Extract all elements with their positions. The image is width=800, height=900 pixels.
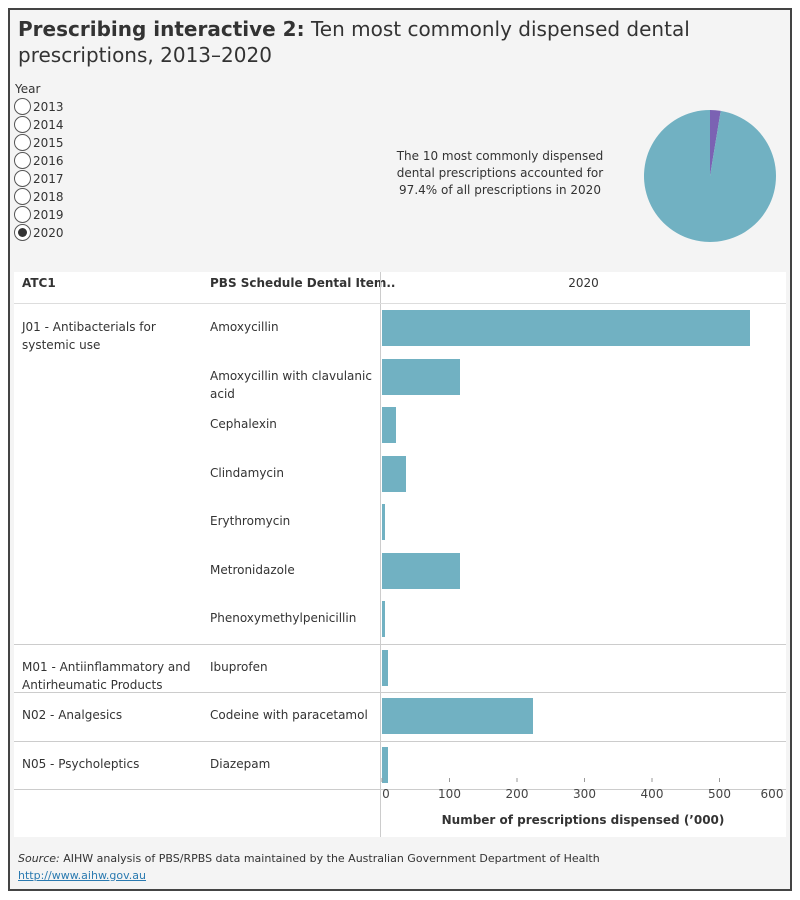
title-bold: Prescribing interactive 2: xyxy=(18,17,305,41)
bar-phenoxymethylpenicillin[interactable] xyxy=(382,601,385,637)
atc-group-label: M01 - Antiinflammatory and Antirheumatic… xyxy=(22,659,191,692)
x-tick-label: 600 xyxy=(761,787,784,801)
x-tick-label: 300 xyxy=(573,787,596,801)
year-radio-2014[interactable]: 2014 xyxy=(14,116,64,133)
year-filter-label: Year xyxy=(15,82,41,96)
pie-slice[interactable] xyxy=(710,110,721,176)
bar-amoxycillin[interactable] xyxy=(382,310,750,346)
item-label: Amoxycillin xyxy=(210,320,279,334)
bar-metronidazole[interactable] xyxy=(382,552,461,589)
x-axis: 0 100 200 300 400 500 600 Number of prescriptio… xyxy=(381,778,784,827)
atc-group-label: N02 - Analgesics xyxy=(22,708,123,722)
group-divider xyxy=(14,692,786,693)
atc-group-label: J01 - Antibacterials for systemic use xyxy=(22,320,156,352)
bar-amoxycillin-with-clavulanic-acid[interactable] xyxy=(382,358,461,395)
bar-clindamycin[interactable] xyxy=(382,455,407,492)
item-label: Clindamycin xyxy=(210,465,284,480)
year-label: 2013 xyxy=(33,99,64,114)
year-label: 2018 xyxy=(33,189,64,204)
page-title: Prescribing interactive 2: Ten most comm… xyxy=(18,16,778,68)
year-radio-2020[interactable]: 2020 xyxy=(14,224,64,241)
divider xyxy=(380,272,381,837)
year-radio-2018[interactable]: 2018 xyxy=(14,188,64,205)
atc-group-label: N05 - Psycholeptics xyxy=(22,756,140,771)
radio-button[interactable] xyxy=(14,116,31,133)
item-label: Codeine with paracetamol xyxy=(210,708,368,722)
year-label: 2014 xyxy=(33,117,64,132)
radio-button[interactable] xyxy=(14,152,31,169)
aihw-link[interactable]: http://www.aihw.gov.au xyxy=(18,869,147,882)
dashboard: Prescribing interactive 2: Ten most comm… xyxy=(8,8,792,891)
radio-button[interactable] xyxy=(14,224,31,241)
bar-cephalexin[interactable] xyxy=(382,407,397,443)
radio-button[interactable] xyxy=(14,134,31,151)
header-year: 2020 xyxy=(568,276,599,290)
pie-chart xyxy=(644,109,776,242)
item-label: Phenoxymethylpenicillin xyxy=(210,611,357,625)
group-divider xyxy=(14,740,786,742)
group-divider xyxy=(14,789,786,790)
x-tick-label: 500 xyxy=(708,787,731,801)
source-text: AIHW analysis of PBS/RPBS data maintaine… xyxy=(59,852,600,865)
radio-button[interactable] xyxy=(14,170,31,187)
item-label: Amoxycillin with clavulanic acid xyxy=(210,368,372,401)
bar-ibuprofen[interactable] xyxy=(382,649,389,686)
group-divider xyxy=(14,643,786,645)
header-item: PBS Schedule Dental Item.. xyxy=(210,276,396,290)
summary-note: The 10 most commonly dispensed dental pr… xyxy=(396,149,604,197)
title-rest: Ten most commonly dispensed dental presc… xyxy=(18,17,690,67)
x-tick-label: 0 xyxy=(382,787,390,801)
bar-table: ATC1 PBS Schedule Dental Item.. 2020 J01… xyxy=(14,272,786,837)
bar-erythromycin[interactable] xyxy=(382,504,385,540)
year-radio-2017[interactable]: 2017 xyxy=(14,170,64,187)
bar-diazepam[interactable] xyxy=(382,746,389,783)
year-label: 2019 xyxy=(33,207,64,222)
item-label: Ibuprofen xyxy=(210,659,268,674)
radio-button[interactable] xyxy=(14,206,31,223)
year-label: 2020 xyxy=(33,225,64,240)
header-atc1: ATC1 xyxy=(22,276,56,290)
year-label: 2017 xyxy=(33,171,64,186)
year-radio-2013[interactable]: 2013 xyxy=(14,98,64,115)
year-radio-2019[interactable]: 2019 xyxy=(14,206,64,223)
year-label: 2016 xyxy=(33,153,64,168)
radio-button[interactable] xyxy=(14,98,31,115)
year-radio-2016[interactable]: 2016 xyxy=(14,152,64,169)
row-divider xyxy=(14,303,786,304)
item-label: Cephalexin xyxy=(210,417,277,431)
x-tick-label: 100 xyxy=(438,787,461,801)
item-label: Erythromycin xyxy=(210,514,291,528)
pie-slice[interactable] xyxy=(644,109,776,242)
radio-button[interactable] xyxy=(14,188,31,205)
year-radio-2015[interactable]: 2015 xyxy=(14,134,64,151)
x-tick-label: 200 xyxy=(506,787,529,801)
item-label: Diazepam xyxy=(210,756,271,771)
x-tick-label: 400 xyxy=(641,787,664,801)
year-label: 2015 xyxy=(33,135,64,150)
item-label: Metronidazole xyxy=(210,562,295,577)
x-axis-title: Number of prescriptions dispensed (’000) xyxy=(442,813,725,827)
source-note: Source: AIHW analysis of PBS/RPBS data m… xyxy=(18,850,600,884)
source-label: Source: xyxy=(18,852,60,865)
bar-codeine-with-paracetamol[interactable] xyxy=(382,698,534,734)
